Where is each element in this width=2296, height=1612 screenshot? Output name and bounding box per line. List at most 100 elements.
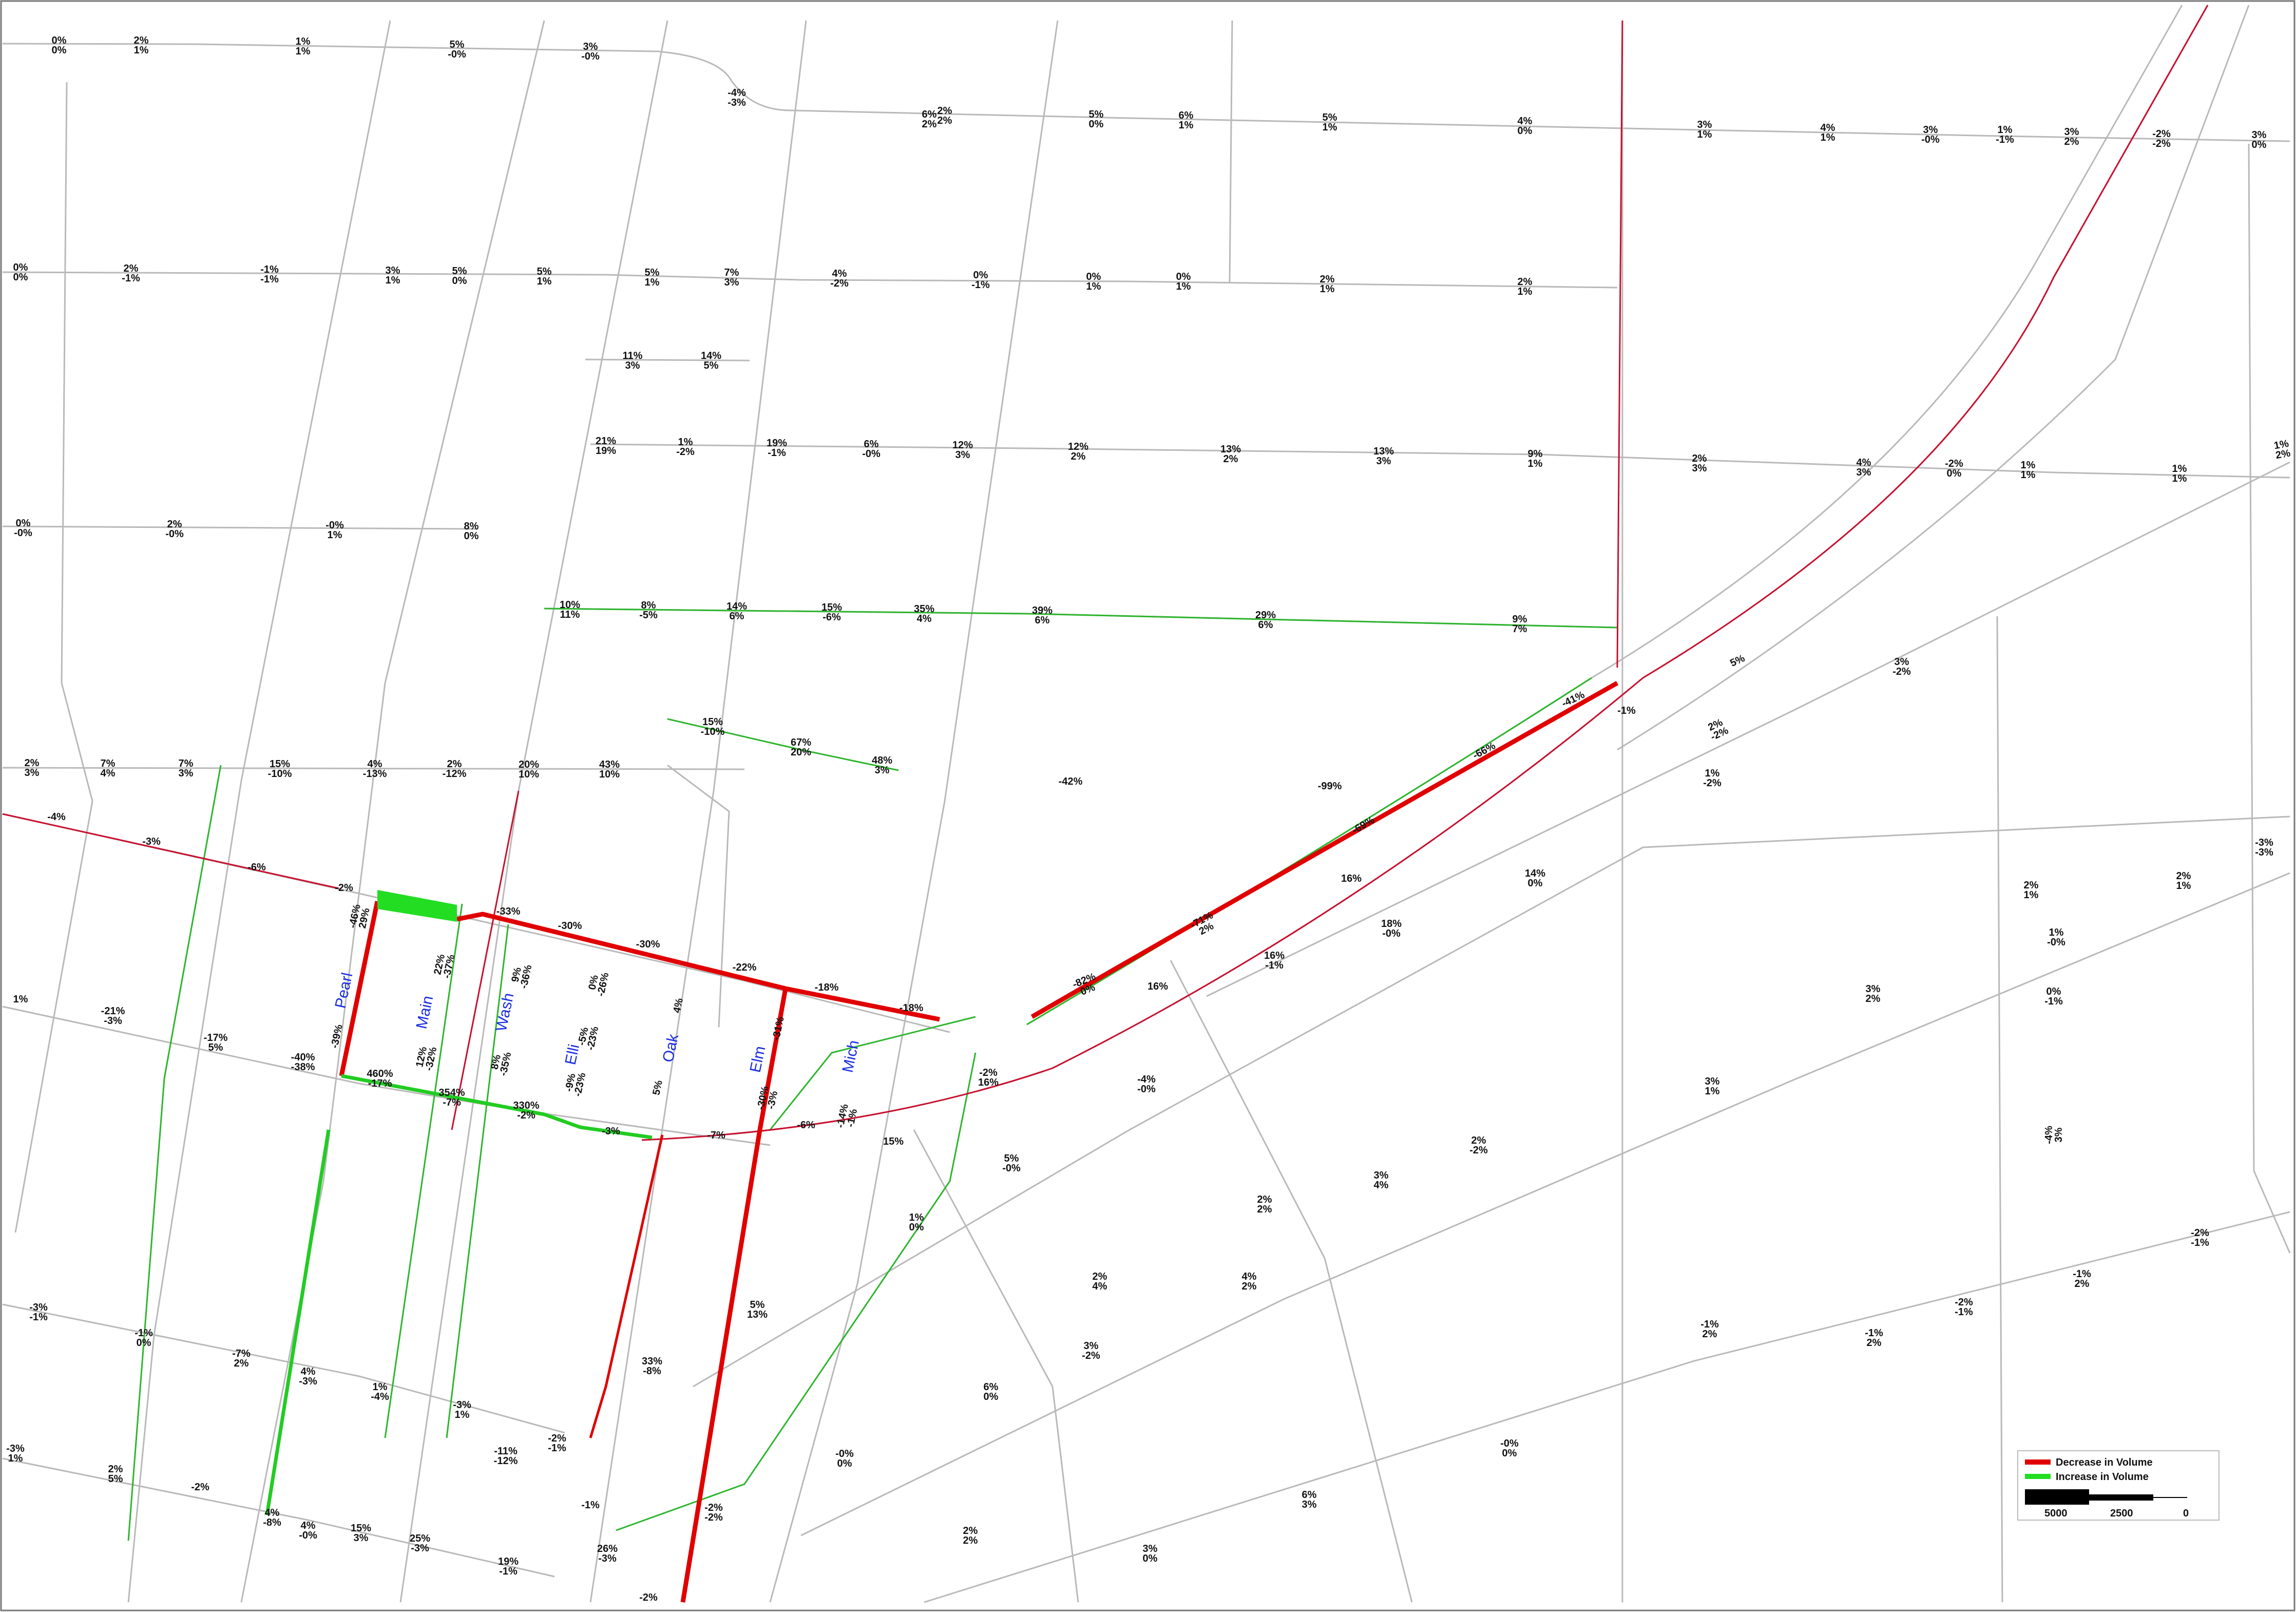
link-label: -4%-3% bbox=[728, 87, 746, 108]
link-label: 4% bbox=[671, 997, 685, 1014]
link-label-bottom: 1% bbox=[1179, 120, 1194, 131]
link-label-bottom: -3% bbox=[728, 97, 746, 108]
link-label: -4%-0% bbox=[1137, 1074, 1156, 1095]
link-label-bottom: -1% bbox=[971, 279, 990, 291]
link-label: 15% bbox=[883, 1136, 904, 1147]
link-label-bottom: -1% bbox=[2191, 1237, 2209, 1248]
link-label-top: 16% bbox=[1147, 981, 1168, 992]
link-label: 43%10% bbox=[599, 759, 620, 780]
link-label: 9%-36% bbox=[509, 962, 534, 990]
link-label-bottom: -2% bbox=[704, 1512, 723, 1523]
link-label-bottom: -0% bbox=[1002, 1163, 1021, 1174]
link-label-bottom: 1% bbox=[1518, 286, 1533, 297]
link-label-bottom: -1% bbox=[499, 1566, 518, 1577]
link-label: 2%2% bbox=[963, 1525, 978, 1546]
green-link-6 bbox=[616, 1053, 975, 1530]
link-label: 14%5% bbox=[701, 350, 721, 371]
link-label: 13%2% bbox=[1220, 444, 1241, 465]
link-label: 10%11% bbox=[560, 599, 580, 620]
link-label-top: -31% bbox=[771, 1016, 787, 1041]
link-label-bottom: -17% bbox=[368, 1078, 392, 1089]
link-label-top: -4% bbox=[47, 811, 66, 823]
link-label-bottom: -0% bbox=[862, 448, 881, 460]
link-label-top: -2% bbox=[335, 882, 353, 894]
link-label-bottom: 0% bbox=[1143, 1553, 1158, 1564]
link-label: 13%3% bbox=[1373, 446, 1394, 467]
link-label: 14%6% bbox=[726, 601, 747, 622]
freeway-lane-b bbox=[1027, 5, 2182, 1025]
road-ns-1 bbox=[15, 82, 92, 1232]
link-label-bottom: 13% bbox=[747, 1309, 768, 1320]
link-label: 3%2% bbox=[1866, 983, 1881, 1004]
link-label: -6% bbox=[247, 862, 266, 873]
link-label-bottom: -3% bbox=[299, 1376, 317, 1387]
link-label: 25%-3% bbox=[410, 1533, 430, 1554]
link-label-bottom: 3% bbox=[2053, 1127, 2064, 1142]
link-label: 4%0% bbox=[1518, 116, 1533, 137]
link-label-bottom: -3% bbox=[2255, 847, 2273, 858]
link-label-bottom: 11% bbox=[560, 609, 580, 620]
link-label: 4%2% bbox=[1242, 1271, 1257, 1292]
link-label: 7%4% bbox=[101, 758, 116, 779]
link-label: -42% bbox=[1059, 776, 1083, 787]
decrease-link-freeway bbox=[1032, 683, 1617, 1017]
link-label: 4%-8% bbox=[263, 1507, 281, 1528]
link-label: -99% bbox=[1318, 781, 1342, 792]
link-label-top: -39% bbox=[329, 1023, 345, 1049]
link-label: 0%-0% bbox=[14, 518, 32, 539]
legend-label-increase: Increase in Volume bbox=[2056, 1471, 2149, 1483]
link-label: 0%1% bbox=[1086, 271, 1101, 292]
link-label: 35%4% bbox=[914, 603, 934, 624]
link-label-bottom: 1% bbox=[386, 275, 400, 286]
link-label-bottom: 3% bbox=[354, 1532, 369, 1544]
link-label-bottom: 2% bbox=[963, 1535, 978, 1546]
link-label-bottom: 1% bbox=[8, 1453, 23, 1464]
link-label-top: 16% bbox=[1341, 873, 1362, 884]
road-ew-3 bbox=[585, 359, 750, 361]
link-label-top: 5% bbox=[650, 1079, 665, 1096]
link-label: -30% bbox=[558, 920, 582, 932]
link-label-bottom: 1% bbox=[296, 46, 311, 57]
road-diag-4 bbox=[1207, 462, 2290, 996]
link-label-bottom: 0% bbox=[2252, 139, 2267, 150]
link-label: 3%1% bbox=[1705, 1076, 1720, 1097]
link-label-bottom: 4% bbox=[101, 768, 116, 779]
link-label: -30%-3% bbox=[755, 1085, 781, 1113]
link-label-bottom: 1% bbox=[2176, 880, 2191, 892]
link-label: 2%1% bbox=[1320, 274, 1335, 295]
link-label: 19%-1% bbox=[767, 438, 787, 459]
road-ns-10 bbox=[2249, 144, 2290, 1253]
road-ns-9 bbox=[1997, 616, 2002, 1602]
link-label-bottom: 3% bbox=[1376, 456, 1391, 467]
link-label-top: 1% bbox=[13, 994, 28, 1005]
link-label-bottom: 0% bbox=[909, 1222, 924, 1233]
link-label-bottom: 2% bbox=[937, 115, 952, 126]
link-label: 2%1% bbox=[1518, 276, 1533, 297]
link-label: -22% bbox=[733, 962, 757, 973]
link-label: 48%3% bbox=[872, 755, 892, 776]
scale-label-0: 0 bbox=[2183, 1508, 2189, 1519]
link-label: 3%-0% bbox=[581, 41, 600, 62]
link-label: -2%-1% bbox=[548, 1433, 566, 1454]
link-label: 11%3% bbox=[623, 350, 643, 371]
link-label: 5%0% bbox=[452, 265, 467, 287]
link-label: -7% bbox=[707, 1130, 725, 1141]
link-label: 4%-13% bbox=[363, 758, 387, 780]
link-label: 9%7% bbox=[1513, 614, 1527, 635]
link-label-bottom: -2% bbox=[1703, 777, 1721, 789]
link-label-bottom: 2% bbox=[1257, 1204, 1272, 1215]
decrease-link-oak bbox=[590, 1135, 662, 1438]
street-label-main: Main bbox=[413, 994, 437, 1030]
link-label: 4%-2% bbox=[830, 268, 849, 289]
link-label-bottom: 3% bbox=[1302, 1499, 1317, 1510]
link-label: 0%0% bbox=[13, 262, 28, 283]
link-label-bottom: -0% bbox=[1382, 928, 1401, 939]
link-label: -30% bbox=[636, 939, 660, 950]
link-label-bottom: 2% bbox=[1242, 1281, 1257, 1292]
link-label-bottom: 19% bbox=[596, 445, 616, 457]
link-label-bottom: 3% bbox=[955, 449, 970, 461]
link-label-bottom: 2% bbox=[2275, 447, 2292, 461]
street-label-pearl: Pearl bbox=[332, 971, 356, 1010]
